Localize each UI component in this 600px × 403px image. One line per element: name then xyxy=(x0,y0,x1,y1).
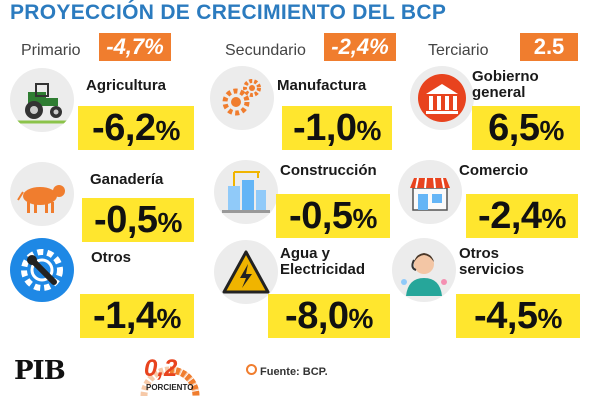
category-otros: Otros xyxy=(91,249,132,266)
pib-unit: PORCIENTO xyxy=(146,383,194,392)
category-manufactura: Manufactura xyxy=(277,77,367,94)
value-agricultura: -6,2% xyxy=(78,106,194,150)
electricity-warning-icon xyxy=(214,240,278,304)
value-agua-electricidad: -8,0% xyxy=(268,294,390,338)
value-otros-servicios: -4,5% xyxy=(456,294,580,338)
storefront-icon xyxy=(398,160,462,224)
value-construccion: -0,5% xyxy=(276,194,390,238)
source-note: Fuente: BCP. xyxy=(246,364,328,378)
cow-icon xyxy=(10,162,74,226)
construction-icon xyxy=(214,160,278,224)
category-agua-electricidad: Agua y Electricidad xyxy=(280,245,366,278)
sector-badge-terciario: 2.5 xyxy=(520,33,578,61)
pib-gauge xyxy=(140,366,200,397)
category-ganaderia: Ganadería xyxy=(90,171,164,188)
gears-icon xyxy=(210,66,274,130)
category-construccion: Construcción xyxy=(280,162,377,179)
sector-badge-secundario: -2,4% xyxy=(324,33,396,61)
value-comercio: -2,4% xyxy=(466,194,578,238)
value-ganaderia: -0,5% xyxy=(82,198,194,242)
value-gobierno-general: 6,5% xyxy=(472,106,580,150)
bullet-icon xyxy=(246,364,257,375)
government-building-icon xyxy=(410,66,474,130)
category-gobierno-general: Gobierno general xyxy=(472,68,539,101)
value-otros: -1,4% xyxy=(80,294,194,338)
pib-value: 0,2 xyxy=(144,355,178,382)
category-comercio: Comercio xyxy=(459,162,529,179)
sector-label-primario: Primario xyxy=(21,42,81,59)
category-agricultura: Agricultura xyxy=(86,77,167,94)
page-title: PROYECCIÓN DE CRECIMIENTO DEL BCP xyxy=(10,1,447,24)
pib-label: PIB xyxy=(14,356,66,386)
value-manufactura: -1,0% xyxy=(282,106,392,150)
wrench-gear-icon xyxy=(10,238,74,302)
category-otros-servicios: Otros servicios xyxy=(459,245,525,278)
service-worker-icon xyxy=(392,238,456,302)
tractor-icon xyxy=(10,68,74,132)
sector-label-secundario: Secundario xyxy=(225,42,306,59)
sector-label-terciario: Terciario xyxy=(428,42,489,59)
sector-badge-primario: -4,7% xyxy=(99,33,171,61)
